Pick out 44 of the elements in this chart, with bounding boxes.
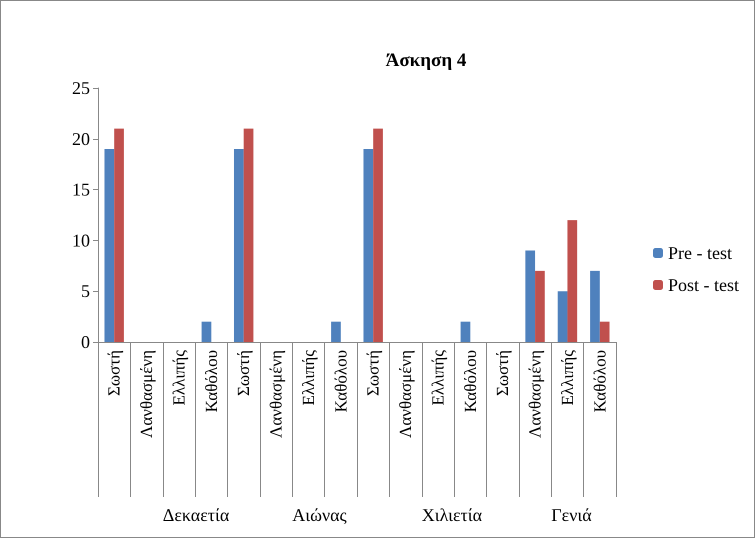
bar [525, 250, 536, 342]
bar [600, 322, 610, 342]
text: Αιώνας [292, 505, 347, 525]
x-tick-label: Σωστή [364, 350, 383, 396]
bar [373, 128, 383, 342]
bar [202, 322, 212, 342]
y-tick-label: 0 [81, 332, 90, 352]
bar [234, 148, 244, 342]
y-tick-label: 15 [72, 180, 90, 200]
bar [558, 291, 568, 342]
x-tick-label: Λανθασμένη [266, 350, 286, 438]
text: Γενιά [551, 505, 592, 525]
y-tick-label: 25 [72, 78, 90, 98]
bar [363, 148, 374, 342]
legend-label: Pre - test [668, 243, 732, 263]
chart-title: Άσκηση 4 [386, 50, 467, 71]
bar [460, 322, 470, 342]
x-tick-label: Λανθασμένη [526, 350, 545, 438]
bar [244, 128, 254, 342]
y-tick-label: 20 [72, 128, 90, 149]
bar [331, 322, 341, 342]
y-tick-label: 10 [72, 230, 90, 250]
x-tick-label: Ελλιπής [169, 350, 188, 406]
x-tick-label: Ελλιπής [428, 350, 448, 406]
x-tick-label: Σωστή [104, 350, 124, 396]
bar [114, 128, 124, 342]
y-tick-label: 5 [81, 281, 90, 302]
text: Χιλιετία [422, 505, 483, 525]
x-tick-label: Καθόλου [331, 350, 350, 412]
x-tick-label: Ελλιπής [298, 350, 318, 406]
bar [567, 220, 578, 342]
x-tick-label: Σωστή [234, 350, 254, 396]
x-tick-label: Καθόλου [460, 350, 480, 412]
legend-label: Post - test [668, 275, 740, 295]
bar [535, 270, 545, 342]
x-tick-label: Λανθασμένη [137, 350, 156, 438]
x-tick-label: Καθόλου [202, 350, 221, 412]
x-tick-label: Λανθασμένη [396, 350, 416, 438]
x-tick-label: Ελλιπής [558, 350, 577, 406]
text: Δεκαετία [162, 505, 230, 525]
x-tick-label: Καθόλου [590, 350, 610, 412]
x-tick-label: Σωστή [493, 350, 512, 396]
bar [104, 148, 114, 342]
bar [590, 270, 600, 342]
